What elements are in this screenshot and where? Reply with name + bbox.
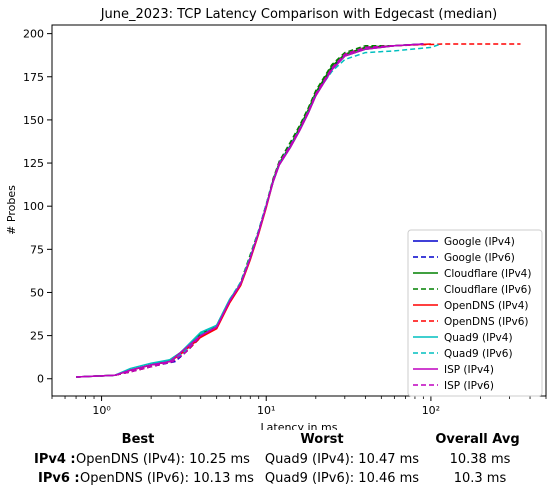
latency-chart: June_2023: TCP Latency Comparison with E… xyxy=(5,7,547,430)
y-tick-label: 125 xyxy=(23,157,44,170)
y-tick-label: 175 xyxy=(23,71,44,84)
legend-label: Quad9 (IPv4) xyxy=(444,332,513,344)
summary-row-ipv4-avg: 10.38 ms xyxy=(449,452,511,467)
legend-label: OpenDNS (IPv6) xyxy=(444,316,529,328)
y-tick-label: 200 xyxy=(23,28,44,41)
legend-label: Google (IPv4) xyxy=(444,236,515,248)
y-tick-label: 150 xyxy=(23,114,44,127)
chart-title: June_2023: TCP Latency Comparison with E… xyxy=(100,7,498,22)
summary-row-ipv4-label: IPv4 : xyxy=(34,452,76,467)
summary-row-ipv6-best: OpenDNS (IPv6): 10.13 ms xyxy=(80,471,254,486)
plot-lines xyxy=(76,43,521,378)
y-tick-label: 100 xyxy=(23,200,44,213)
summary-header-worst: Worst xyxy=(300,432,344,447)
legend-label: Google (IPv6) xyxy=(444,252,515,264)
legend-box xyxy=(407,229,543,397)
legend-label: Cloudflare (IPv6) xyxy=(444,284,531,296)
y-tick-label: 75 xyxy=(30,243,44,256)
summary-header-best: Best xyxy=(121,432,155,447)
legend-label: ISP (IPv6) xyxy=(444,380,494,392)
legend-label: OpenDNS (IPv4) xyxy=(444,300,529,312)
series-line-9 xyxy=(76,43,424,378)
summary-row-ipv6-worst: Quad9 (IPv6): 10.46 ms xyxy=(264,471,420,486)
y-axis-label: # Probes xyxy=(5,185,18,235)
axes: 10⁰ 10¹ 10² 0 25 50 75 100 125 150 175 200 xyxy=(23,28,547,417)
y-tick-label: 50 xyxy=(30,286,44,299)
summary-header-avg: Overall Avg xyxy=(435,432,520,447)
x-tick-label: 10² xyxy=(422,404,440,417)
x-tick-label: 10¹ xyxy=(257,404,275,417)
x-tick-label: 10⁰ xyxy=(92,404,111,417)
summary-row-ipv6-label: IPv6 : xyxy=(38,471,80,486)
legend-label: ISP (IPv4) xyxy=(444,364,494,376)
summary-row-ipv4-best: OpenDNS (IPv4): 10.25 ms xyxy=(76,452,250,467)
legend: Google (IPv4) Google (IPv6) Cloudflare (IP… xyxy=(407,229,543,397)
plot-frame xyxy=(51,24,547,397)
summary-row-ipv4-worst: Quad9 (IPv4): 10.47 ms xyxy=(264,452,420,467)
y-tick-label: 0 xyxy=(37,373,44,386)
summary-row-ipv6-avg: 10.3 ms xyxy=(453,471,507,486)
legend-label: Cloudflare (IPv4) xyxy=(444,268,531,280)
y-tick-label: 25 xyxy=(30,330,44,343)
x-axis-label: Latency in ms xyxy=(261,421,338,430)
legend-label: Quad9 (IPv6) xyxy=(444,348,513,360)
